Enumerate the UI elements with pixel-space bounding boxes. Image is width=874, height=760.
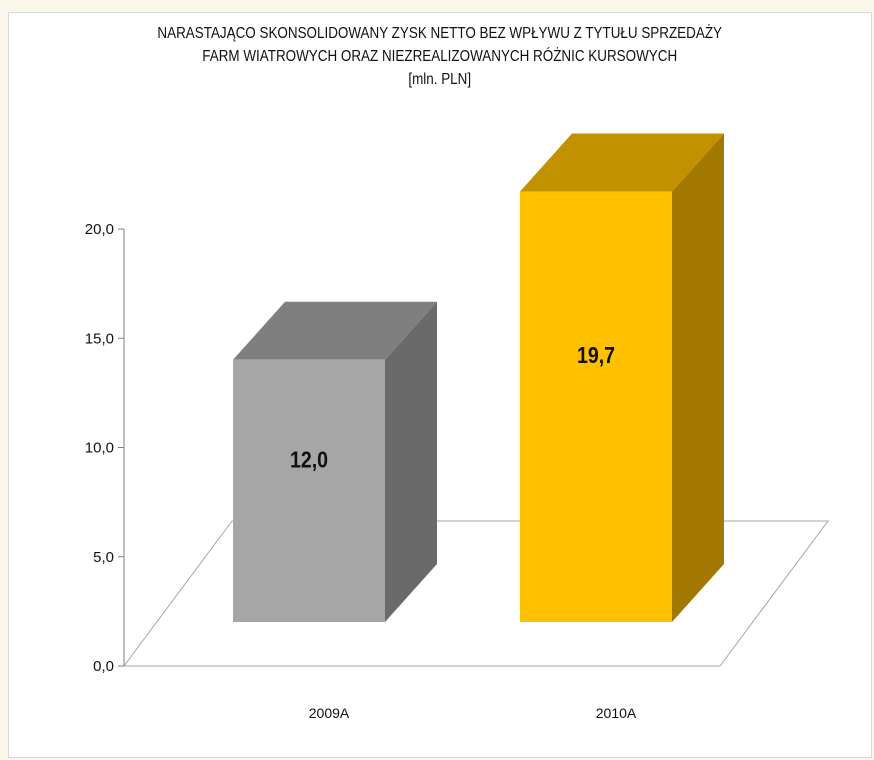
bar-side-2010A: [672, 134, 724, 622]
y-tick-label: 5,0: [93, 549, 114, 566]
y-tick-label: 10,0: [85, 440, 114, 457]
bar-front-2010A: [520, 192, 672, 622]
x-category-label: 2010A: [596, 705, 637, 721]
data-label: 19,7: [577, 343, 615, 369]
bar-2010A: [520, 134, 724, 622]
y-tick-label: 20,0: [85, 221, 114, 238]
bar-front-2009A: [233, 360, 385, 622]
y-tick-label: 0,0: [93, 658, 114, 675]
x-category-label: 2009A: [309, 705, 350, 721]
bar-2009A: [233, 302, 437, 622]
y-tick-label: 15,0: [85, 330, 114, 347]
data-label: 12,0: [290, 447, 328, 473]
